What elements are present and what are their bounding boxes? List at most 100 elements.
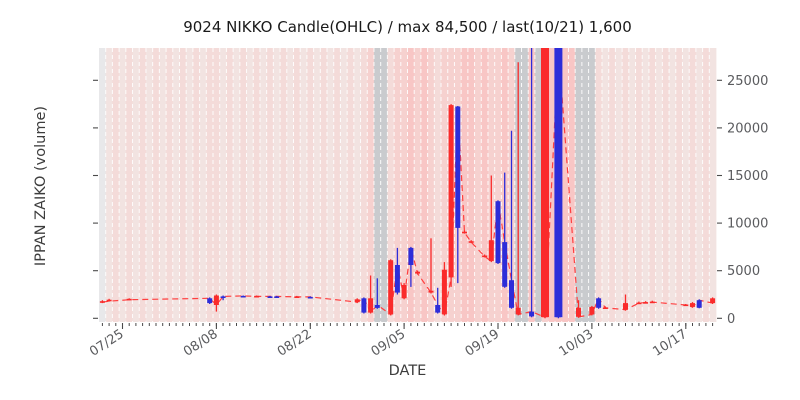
candle-body (428, 290, 434, 293)
day-band (407, 48, 415, 322)
day-band (601, 48, 610, 322)
y-tick-label: 20000 (727, 121, 768, 136)
day-band (266, 48, 274, 322)
day-band (534, 48, 543, 322)
candle-body (602, 307, 608, 309)
day-band (132, 48, 140, 322)
day-band (186, 48, 194, 322)
candle-body (529, 311, 535, 317)
day-band (494, 48, 502, 322)
x-tick-label: 08/22 (275, 327, 315, 360)
day-band (675, 48, 683, 322)
day-band (420, 48, 429, 322)
day-band (595, 48, 603, 322)
day-band (219, 48, 227, 322)
candle-body (576, 307, 581, 317)
day-band (280, 48, 288, 322)
day-band (145, 48, 154, 322)
candle-body (388, 260, 394, 315)
candle-body (207, 298, 213, 304)
candle-body (374, 305, 380, 308)
day-band (474, 48, 482, 322)
candles (99, 48, 716, 319)
day-band (461, 48, 469, 322)
candle-body (213, 295, 219, 305)
candle-body (435, 305, 441, 313)
candle-body (683, 304, 689, 307)
chart-title: 9024 NIKKO Candle(OHLC) / max 84,500 / l… (183, 18, 632, 36)
candle-body (488, 240, 494, 262)
day-band (293, 48, 301, 322)
day-band (648, 48, 657, 322)
candle-body (502, 242, 508, 287)
y-tick-label: 10000 (727, 217, 768, 232)
candle-body (596, 298, 602, 308)
day-band (347, 48, 355, 322)
x-tick-label: 10/17 (650, 327, 690, 360)
candle-body (589, 306, 595, 315)
candle-body (482, 255, 488, 258)
candle-body (220, 296, 226, 298)
day-band (575, 48, 583, 322)
candle-body (696, 300, 702, 308)
day-band (695, 48, 703, 322)
candle-body (441, 269, 447, 315)
candle-body (415, 271, 421, 274)
candle-body (354, 299, 360, 303)
candle-body (267, 296, 273, 298)
y-axis: 0 5000 10000 15000 20000 25000 (93, 74, 768, 327)
day-band (353, 48, 361, 322)
day-band (152, 48, 160, 322)
day-band (286, 48, 294, 322)
candle-body (126, 298, 132, 301)
candle-body (649, 301, 655, 304)
x-tick-label: 07/25 (87, 327, 127, 360)
day-band (313, 48, 321, 322)
candle-body (394, 265, 400, 293)
day-band (400, 48, 408, 322)
candle-body (448, 105, 454, 278)
day-band (159, 48, 167, 322)
x-axis: 07/25 08/08 08/22 09/05 09/19 10/03 10/17 (87, 323, 714, 360)
x-tick-label: 09/05 (369, 327, 409, 360)
candle-body (636, 302, 642, 305)
candle-body (462, 231, 467, 234)
day-band (481, 48, 489, 322)
day-band (112, 48, 120, 322)
day-band (333, 48, 341, 322)
day-band (119, 48, 127, 322)
day-band (99, 48, 107, 322)
day-band (306, 48, 315, 322)
day-band (380, 48, 388, 322)
day-band (427, 48, 435, 322)
candle-body (401, 285, 407, 299)
day-band (615, 48, 623, 322)
day-band (662, 48, 670, 322)
candle-body (515, 307, 521, 315)
candle-body (408, 247, 414, 265)
candle-body (495, 201, 501, 264)
day-band (259, 48, 268, 322)
day-band (669, 48, 677, 322)
day-band (373, 48, 382, 322)
day-band (125, 48, 133, 322)
day-band (139, 48, 147, 322)
candle-body (690, 303, 695, 307)
day-band (521, 48, 529, 322)
candle-body (643, 302, 649, 304)
candle-body (541, 48, 549, 318)
day-band (642, 48, 650, 322)
x-tick-label: 08/08 (181, 327, 221, 360)
day-band (253, 48, 261, 322)
day-band (367, 48, 375, 322)
day-band (360, 48, 368, 322)
day-band (581, 48, 589, 322)
candle-body (509, 280, 514, 308)
day-band (105, 48, 113, 322)
day-band (273, 48, 281, 322)
x-axis-label: DATE (388, 363, 427, 379)
candle-body (468, 241, 474, 243)
day-band (320, 48, 328, 322)
